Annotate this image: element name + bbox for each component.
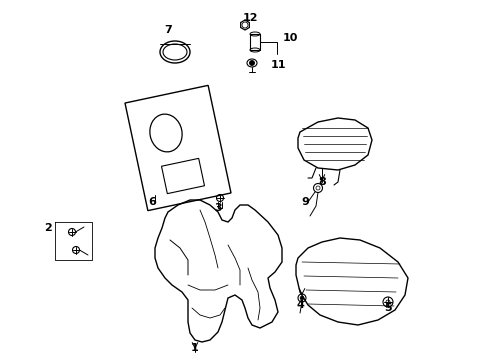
Circle shape (249, 60, 254, 66)
Text: 7: 7 (164, 25, 172, 35)
Text: 3: 3 (214, 203, 222, 213)
Text: 8: 8 (318, 177, 326, 187)
Text: 12: 12 (242, 13, 258, 23)
Text: 1: 1 (191, 343, 199, 353)
Text: 11: 11 (270, 60, 286, 70)
Text: 4: 4 (296, 300, 304, 310)
Text: 2: 2 (44, 223, 52, 233)
Text: 9: 9 (301, 197, 309, 207)
Circle shape (300, 296, 304, 300)
Text: 5: 5 (384, 303, 392, 313)
Text: 10: 10 (282, 33, 298, 43)
Text: 6: 6 (148, 197, 156, 207)
